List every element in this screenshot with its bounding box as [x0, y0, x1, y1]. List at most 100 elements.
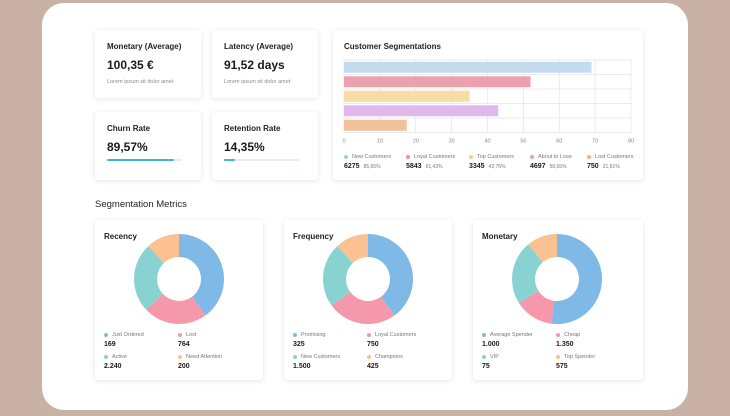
legend-label: Just Ordered: [112, 332, 144, 338]
legend-top-customers: Top Customers 3345 42,76%: [469, 154, 514, 170]
legend-dot: [587, 155, 591, 159]
legend-lost: Lost 764: [178, 332, 196, 348]
bar-top-customers: [344, 90, 470, 102]
monetary-title: Monetary: [482, 232, 518, 241]
legend-about-to-lose: About to Lose 4697 50,65%: [530, 154, 572, 170]
churn-rate-title: Churn Rate: [107, 124, 151, 133]
legend-dot: [367, 333, 371, 337]
donut-slice-new-customers: [323, 246, 353, 306]
bar-axis-tick-label: 70: [592, 139, 598, 145]
legend-label: Champions: [375, 354, 403, 360]
frequency-card: Frequency Promising 325 Loyal Customers 750…: [284, 220, 452, 380]
legend-value: 169: [104, 341, 116, 348]
legend-new-customers: New Customers 6275 85,65%: [344, 154, 391, 170]
donut-slice-active: [134, 246, 164, 310]
donut-slice-just-ordered: [179, 234, 224, 316]
legend-dot: [104, 355, 108, 359]
bar-lost-customers: [344, 119, 407, 131]
legend-need-attention: Need Attention 200: [178, 354, 222, 370]
bar-axis-tick-label: 40: [484, 139, 490, 145]
legend-lost-customers: Lost Customers 750 21,61%: [587, 154, 634, 170]
legend-value: 2.240: [104, 363, 122, 370]
monetary-card: Monetary Average Spender 1.000 Cheap 1.350 V…: [473, 220, 643, 380]
bar-axis-tick-label: 20: [413, 139, 419, 145]
bar-axis-tick-label: 80: [628, 139, 634, 145]
donut-slice-lost: [146, 294, 206, 324]
recency-donut-chart: [134, 234, 224, 324]
bar-axis-tick-label: 0: [342, 139, 345, 145]
legend-label: Active: [112, 354, 127, 360]
legend-new-customers: New Customers 1.500: [293, 354, 340, 370]
legend-dot: [293, 355, 297, 359]
legend-value: 3345 42,76%: [469, 163, 506, 170]
legend-percent: 85,65%: [363, 164, 381, 170]
legend-dot: [406, 155, 410, 159]
legend-dot: [178, 355, 182, 359]
legend-champions: Champions 425: [367, 354, 403, 370]
legend-label: Top Customers: [477, 154, 514, 160]
latency-average-title: Latency (Average): [224, 42, 294, 51]
customer-segmentations-card: Customer Segmentations 0 10 20 30 40 50 60 70 80…: [333, 30, 643, 180]
retention-rate-progress-fill: [224, 159, 235, 161]
legend-dot: [469, 155, 473, 159]
legend-value: 75: [482, 363, 490, 370]
monetary-average-title: Monetary (Average): [107, 42, 182, 51]
recency-card: Recency Just Ordered 169 Lost 764 Active 2.24…: [95, 220, 263, 380]
legend-label: VIP: [490, 354, 499, 360]
legend-value: 425: [367, 363, 379, 370]
bar-new-customers: [344, 61, 592, 73]
monetary-donut-chart: [512, 234, 602, 324]
bar-about-to-lose: [344, 105, 499, 117]
legend-dot: [482, 355, 486, 359]
legend-label: About to Lose: [538, 154, 572, 160]
legend-top-spender: Top Spender 575: [556, 354, 595, 370]
donut-slice-cheap: [519, 290, 555, 324]
legend-label: Top Spender: [564, 354, 596, 360]
churn-rate-card: Churn Rate 89,57%: [95, 112, 201, 180]
churn-rate-progress-fill: [107, 159, 175, 161]
legend-dot: [293, 333, 297, 337]
legend-value: 750: [367, 341, 379, 348]
legend-vip: VIP 75: [482, 354, 499, 370]
legend-value: 764: [178, 341, 190, 348]
legend-value: 1.350: [556, 341, 574, 348]
segmentation-metrics-heading: Segmentation Metrics: [95, 199, 187, 210]
legend-label: Lost Customers: [595, 154, 634, 160]
donut-slice-average-spender: [551, 234, 602, 324]
legend-label: Promising: [301, 332, 326, 338]
legend-active: Active 2.240: [104, 354, 127, 370]
legend-value: 1.500: [293, 363, 311, 370]
legend-dot: [482, 333, 486, 337]
legend-label: Loyal Customers: [414, 154, 456, 160]
churn-rate-progress: [107, 159, 182, 161]
frequency-donut-chart: [323, 234, 413, 324]
bar-axis-tick-label: 10: [377, 139, 383, 145]
legend-average-spender: Average Spender 1.000: [482, 332, 533, 348]
legend-loyal-customers: Loyal Customers 750: [367, 332, 416, 348]
legend-loyal-customers: Loyal Customers 5843 61,43%: [406, 154, 455, 170]
legend-promising: Promising 325: [293, 332, 325, 348]
legend-value: 325: [293, 341, 305, 348]
donut-slice-need-attention: [148, 234, 179, 263]
bar-axis-tick-label: 30: [449, 139, 455, 145]
legend-percent: 50,65%: [549, 164, 567, 170]
legend-just-ordered: Just Ordered 169: [104, 332, 144, 348]
segmentation-bar-chart: 0 10 20 30 40 50 60 70 80: [342, 59, 634, 145]
latency-average-subtitle: Lorem ipsum sit dolor amet: [224, 79, 291, 85]
churn-rate-value: 89,57%: [107, 140, 148, 154]
monetary-average-card: Monetary (Average) 100,35 € Lorem ipsum …: [95, 30, 201, 98]
legend-value: 750 21,61%: [587, 163, 620, 170]
donut-slice-vip: [512, 244, 543, 304]
legend-dot: [367, 355, 371, 359]
legend-value: 575: [556, 363, 568, 370]
legend-percent: 21,61%: [602, 164, 620, 170]
latency-average-card: Latency (Average) 91,52 days Lorem ipsum…: [212, 30, 318, 98]
retention-rate-value: 14,35%: [224, 140, 265, 154]
legend-value: 5843 61,43%: [406, 163, 443, 170]
legend-dot: [104, 333, 108, 337]
legend-dot: [556, 333, 560, 337]
frequency-title: Frequency: [293, 232, 334, 241]
legend-value: 6275 85,65%: [344, 163, 381, 170]
legend-dot: [344, 155, 348, 159]
retention-rate-progress: [224, 159, 299, 161]
